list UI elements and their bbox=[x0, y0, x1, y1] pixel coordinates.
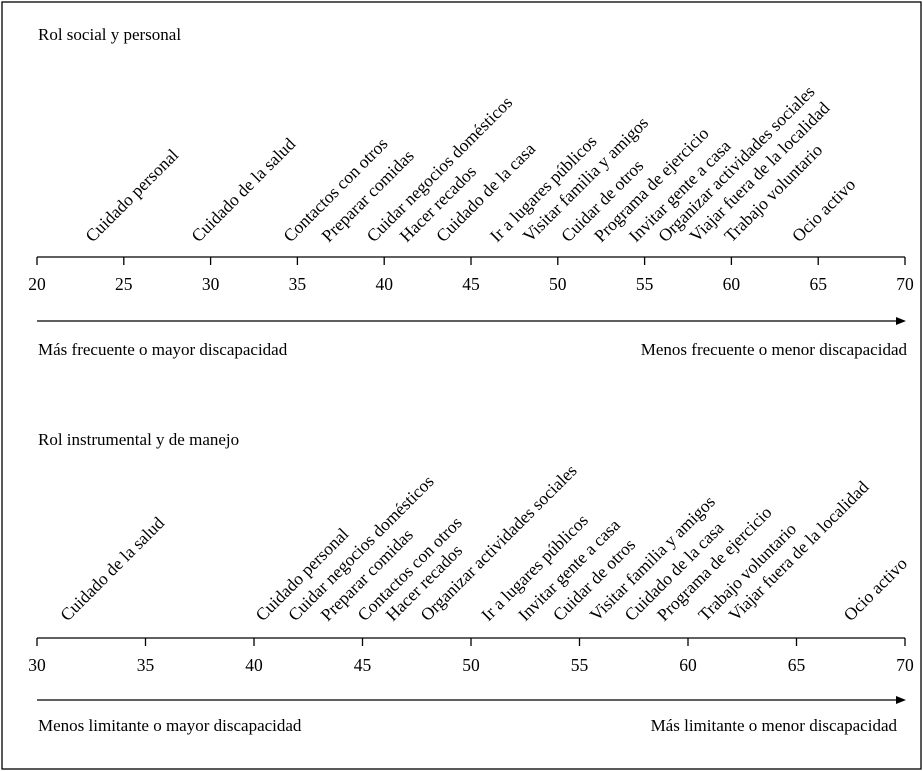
axis-tick-label: 45 bbox=[462, 274, 480, 294]
axis-ticks: 20 25 30 35 40 45 50 55 60 65 70 bbox=[28, 257, 914, 294]
axis-tick-label: 30 bbox=[202, 274, 220, 294]
axis-tick-label: 60 bbox=[723, 274, 741, 294]
panel-title: Rol social y personal bbox=[38, 25, 181, 44]
arrow-head-icon bbox=[896, 317, 906, 325]
activity-label: Cuidado de la salud bbox=[56, 513, 168, 625]
axis-tick-label: 65 bbox=[788, 655, 806, 675]
arrow-head-icon bbox=[896, 696, 906, 704]
panel-instrumental-manejo: Rol instrumental y de manejo Cuidado de … bbox=[28, 430, 914, 735]
right-caption: Menos frecuente o menor discapacidad bbox=[641, 340, 908, 359]
axis-tick-label: 50 bbox=[462, 655, 480, 675]
axis-tick-label: 50 bbox=[549, 274, 567, 294]
axis-tick-label: 30 bbox=[28, 655, 46, 675]
axis-tick-label: 65 bbox=[809, 274, 827, 294]
left-caption: Menos limitante o mayor discapacidad bbox=[38, 716, 302, 735]
axis-tick-label: 70 bbox=[896, 274, 914, 294]
axis-tick-label: 35 bbox=[137, 655, 155, 675]
activity-label: Cuidado personal bbox=[81, 145, 182, 246]
axis-tick-label: 40 bbox=[375, 274, 393, 294]
axis-tick-label: 55 bbox=[636, 274, 654, 294]
activity-labels: Cuidado personal Cuidado de la saludConta… bbox=[81, 81, 859, 246]
axis-tick-label: 55 bbox=[571, 655, 589, 675]
axis-tick-label: 25 bbox=[115, 274, 133, 294]
axis-tick-label: 60 bbox=[679, 655, 697, 675]
activity-label: Ocio activo bbox=[839, 553, 911, 625]
panel-social-personal: Rol social y personal Cuidado personal Cu… bbox=[28, 25, 914, 359]
axis-tick-label: 40 bbox=[245, 655, 263, 675]
panel-title: Rol instrumental y de manejo bbox=[38, 430, 239, 449]
axis-tick-label: 45 bbox=[354, 655, 372, 675]
axis-tick-label: 35 bbox=[289, 274, 307, 294]
right-caption: Más limitante o menor discapacidad bbox=[651, 716, 898, 735]
left-caption: Más frecuente o mayor discapacidad bbox=[38, 340, 288, 359]
axis-tick-label: 70 bbox=[896, 655, 914, 675]
activity-labels: Cuidado de la salud Cuidado personalCuida… bbox=[56, 460, 911, 625]
axis-tick-label: 20 bbox=[28, 274, 46, 294]
axis-ticks: 30 35 40 45 50 55 60 65 70 bbox=[28, 638, 914, 675]
activity-label: Ocio activo bbox=[788, 174, 860, 246]
